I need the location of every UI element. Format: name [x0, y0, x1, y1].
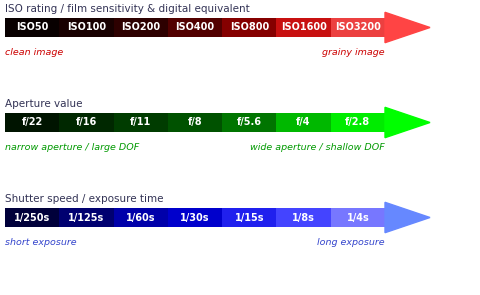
Text: 1/60s: 1/60s	[126, 212, 156, 222]
Text: f/16: f/16	[76, 117, 97, 127]
Text: ISO50: ISO50	[16, 22, 48, 32]
Polygon shape	[385, 12, 430, 43]
Bar	[5, 18, 60, 37]
Bar	[276, 208, 331, 227]
Bar	[5, 113, 60, 132]
Bar	[5, 208, 60, 227]
Bar	[331, 208, 385, 227]
Text: 1/125s: 1/125s	[68, 212, 105, 222]
Text: 1/4s: 1/4s	[347, 212, 369, 222]
Bar	[276, 18, 331, 37]
Bar	[114, 113, 168, 132]
Text: ISO800: ISO800	[229, 22, 269, 32]
Text: ISO200: ISO200	[121, 22, 160, 32]
Polygon shape	[385, 107, 430, 138]
Bar	[114, 208, 168, 227]
Text: 1/15s: 1/15s	[235, 212, 264, 222]
Text: ISO1600: ISO1600	[281, 22, 326, 32]
Bar	[168, 113, 222, 132]
Text: grainy image: grainy image	[323, 48, 385, 57]
Text: narrow aperture / large DOF: narrow aperture / large DOF	[5, 143, 139, 152]
Text: Shutter speed / exposure time: Shutter speed / exposure time	[5, 194, 164, 204]
Text: f/22: f/22	[22, 117, 43, 127]
Polygon shape	[385, 202, 430, 233]
Bar	[60, 18, 114, 37]
Text: short exposure: short exposure	[5, 238, 77, 247]
Text: Aperture value: Aperture value	[5, 99, 83, 109]
Bar	[331, 113, 385, 132]
Text: 1/8s: 1/8s	[292, 212, 315, 222]
Bar	[114, 18, 168, 37]
Text: wide aperture / shallow DOF: wide aperture / shallow DOF	[250, 143, 385, 152]
Text: f/2.8: f/2.8	[345, 117, 371, 127]
Bar	[60, 113, 114, 132]
Bar	[168, 208, 222, 227]
Bar	[222, 208, 276, 227]
Text: f/4: f/4	[296, 117, 311, 127]
Text: f/8: f/8	[188, 117, 202, 127]
Text: ISO rating / film sensitivity & digital equivalent: ISO rating / film sensitivity & digital …	[5, 4, 250, 14]
Bar	[222, 18, 276, 37]
Bar	[222, 113, 276, 132]
Text: ISO3200: ISO3200	[335, 22, 381, 32]
Text: 1/30s: 1/30s	[180, 212, 210, 222]
Bar	[60, 208, 114, 227]
Bar	[168, 18, 222, 37]
Bar	[331, 18, 385, 37]
Text: f/5.6: f/5.6	[237, 117, 262, 127]
Text: ISO400: ISO400	[175, 22, 215, 32]
Text: clean image: clean image	[5, 48, 63, 57]
Text: long exposure: long exposure	[317, 238, 385, 247]
Text: 1/250s: 1/250s	[14, 212, 50, 222]
Text: f/11: f/11	[130, 117, 151, 127]
Text: ISO100: ISO100	[67, 22, 106, 32]
Bar	[276, 113, 331, 132]
